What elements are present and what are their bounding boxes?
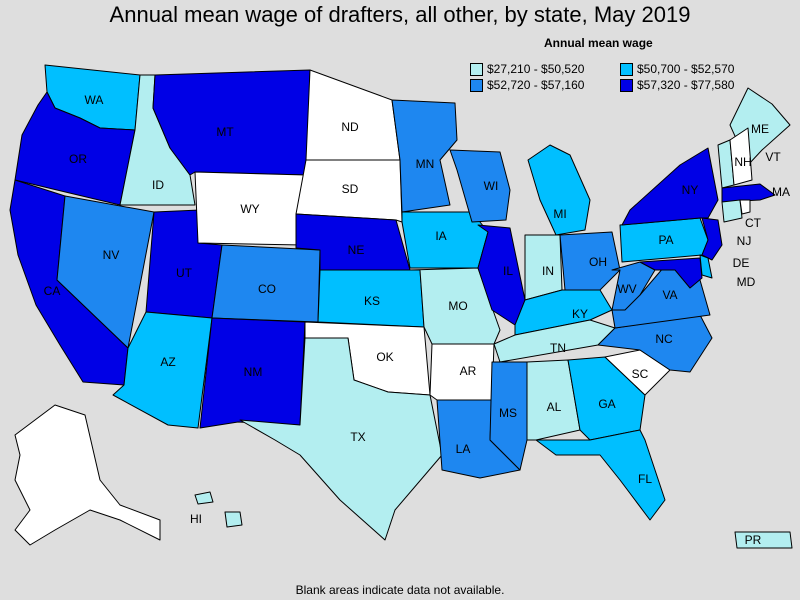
state-label-wi: WI: [484, 179, 499, 193]
state-ri: [739, 199, 751, 215]
state-label-nm: NM: [244, 365, 263, 379]
state-nd: [305, 69, 401, 161]
state-label-nh: NH: [734, 155, 751, 169]
legend-swatch-2: [620, 62, 633, 76]
state-label-ct: CT: [745, 216, 762, 230]
state-ct: [721, 199, 743, 223]
state-label-mi: MI: [553, 207, 566, 221]
map-title: Annual mean wage of drafters, all other,…: [109, 2, 691, 27]
state-label-vt: VT: [765, 150, 781, 164]
state-label-sd: SD: [342, 182, 359, 196]
state-label-mo: MO: [448, 299, 467, 313]
state-label-in: IN: [542, 264, 554, 278]
state-label-hi: HI: [190, 512, 202, 526]
state-wi: [449, 149, 511, 223]
state-hi: [194, 491, 243, 528]
state-label-nc: NC: [655, 332, 673, 346]
legend-item-1: $27,210 - $50,520: [470, 62, 620, 76]
legend-title: Annual mean wage: [544, 36, 653, 50]
legend-label-2: $50,700 - $52,570: [637, 62, 735, 76]
state-label-id: ID: [152, 178, 164, 192]
state-label-tn: TN: [550, 341, 566, 355]
state-label-ia: IA: [435, 229, 446, 243]
state-label-mt: MT: [216, 125, 234, 139]
state-label-tx: TX: [350, 430, 365, 444]
state-label-co: CO: [258, 282, 276, 296]
state-label-ma: MA: [772, 185, 790, 199]
state-md: [639, 257, 703, 289]
legend-label-1: $27,210 - $50,520: [487, 62, 585, 76]
state-label-ms: MS: [499, 406, 517, 420]
state-label-md: MD: [737, 275, 756, 289]
state-label-nj: NJ: [737, 234, 752, 248]
state-label-ky: KY: [572, 307, 588, 321]
state-sd: [295, 159, 403, 223]
state-shapes: [9, 64, 793, 549]
state-label-pr: PR: [745, 533, 762, 547]
state-label-mn: MN: [416, 157, 435, 171]
state-label-nd: ND: [341, 120, 359, 134]
state-label-ks: KS: [364, 294, 380, 308]
state-nh: [729, 127, 753, 186]
state-label-wa: WA: [85, 93, 104, 107]
state-label-nv: NV: [103, 248, 120, 262]
state-label-ga: GA: [598, 397, 615, 411]
state-label-sc: SC: [632, 367, 649, 381]
state-ak: [14, 404, 161, 546]
state-label-ar: AR: [460, 364, 477, 378]
state-mi: [527, 144, 591, 236]
state-al: [526, 359, 581, 441]
legend-item-3: $52,720 - $57,160: [470, 78, 620, 92]
state-nj: [701, 217, 723, 261]
state-label-ut: UT: [176, 266, 193, 280]
state-mn: [391, 99, 458, 213]
state-label-la: LA: [456, 442, 471, 456]
state-label-oh: OH: [589, 255, 607, 269]
legend-label-4: $57,320 - $77,580: [637, 78, 735, 92]
state-label-al: AL: [547, 400, 562, 414]
state-label-il: IL: [503, 264, 513, 278]
state-label-me: ME: [751, 122, 769, 136]
state-label-or: OR: [69, 152, 87, 166]
state-label-ne: NE: [348, 243, 365, 257]
state-label-de: DE: [733, 256, 750, 270]
state-label-ok: OK: [376, 350, 393, 364]
legend-swatch-4: [620, 78, 633, 92]
legend-label-3: $52,720 - $57,160: [487, 78, 585, 92]
state-fl: [535, 429, 666, 521]
state-label-va: VA: [662, 288, 677, 302]
state-label-az: AZ: [160, 355, 175, 369]
state-label-fl: FL: [638, 472, 652, 486]
state-label-pa: PA: [658, 233, 673, 247]
state-labels: WA OR CA ID NV UT AZ MT WY CO NM ND SD NE KS OK TX MN IA MO…: [44, 93, 790, 547]
state-oh: [559, 231, 621, 291]
legend: Annual mean wage $27,210 - $50,520 $50,7…: [470, 36, 790, 92]
state-label-wy: WY: [240, 202, 259, 216]
state-label-ca: CA: [44, 284, 61, 298]
legend-item-4: $57,320 - $77,580: [620, 78, 770, 92]
state-label-wv: WV: [617, 282, 636, 296]
state-ms: [489, 361, 528, 471]
state-ma: [721, 183, 776, 203]
footer-note: Blank areas indicate data not available.: [295, 583, 505, 597]
state-pr: [734, 531, 793, 549]
legend-swatch-3: [470, 78, 483, 92]
legend-item-2: $50,700 - $52,570: [620, 62, 770, 76]
legend-swatch-1: [470, 62, 483, 76]
state-ny: [621, 147, 719, 226]
state-label-ny: NY: [682, 183, 699, 197]
state-il: [477, 224, 526, 326]
state-tx: [239, 337, 443, 541]
